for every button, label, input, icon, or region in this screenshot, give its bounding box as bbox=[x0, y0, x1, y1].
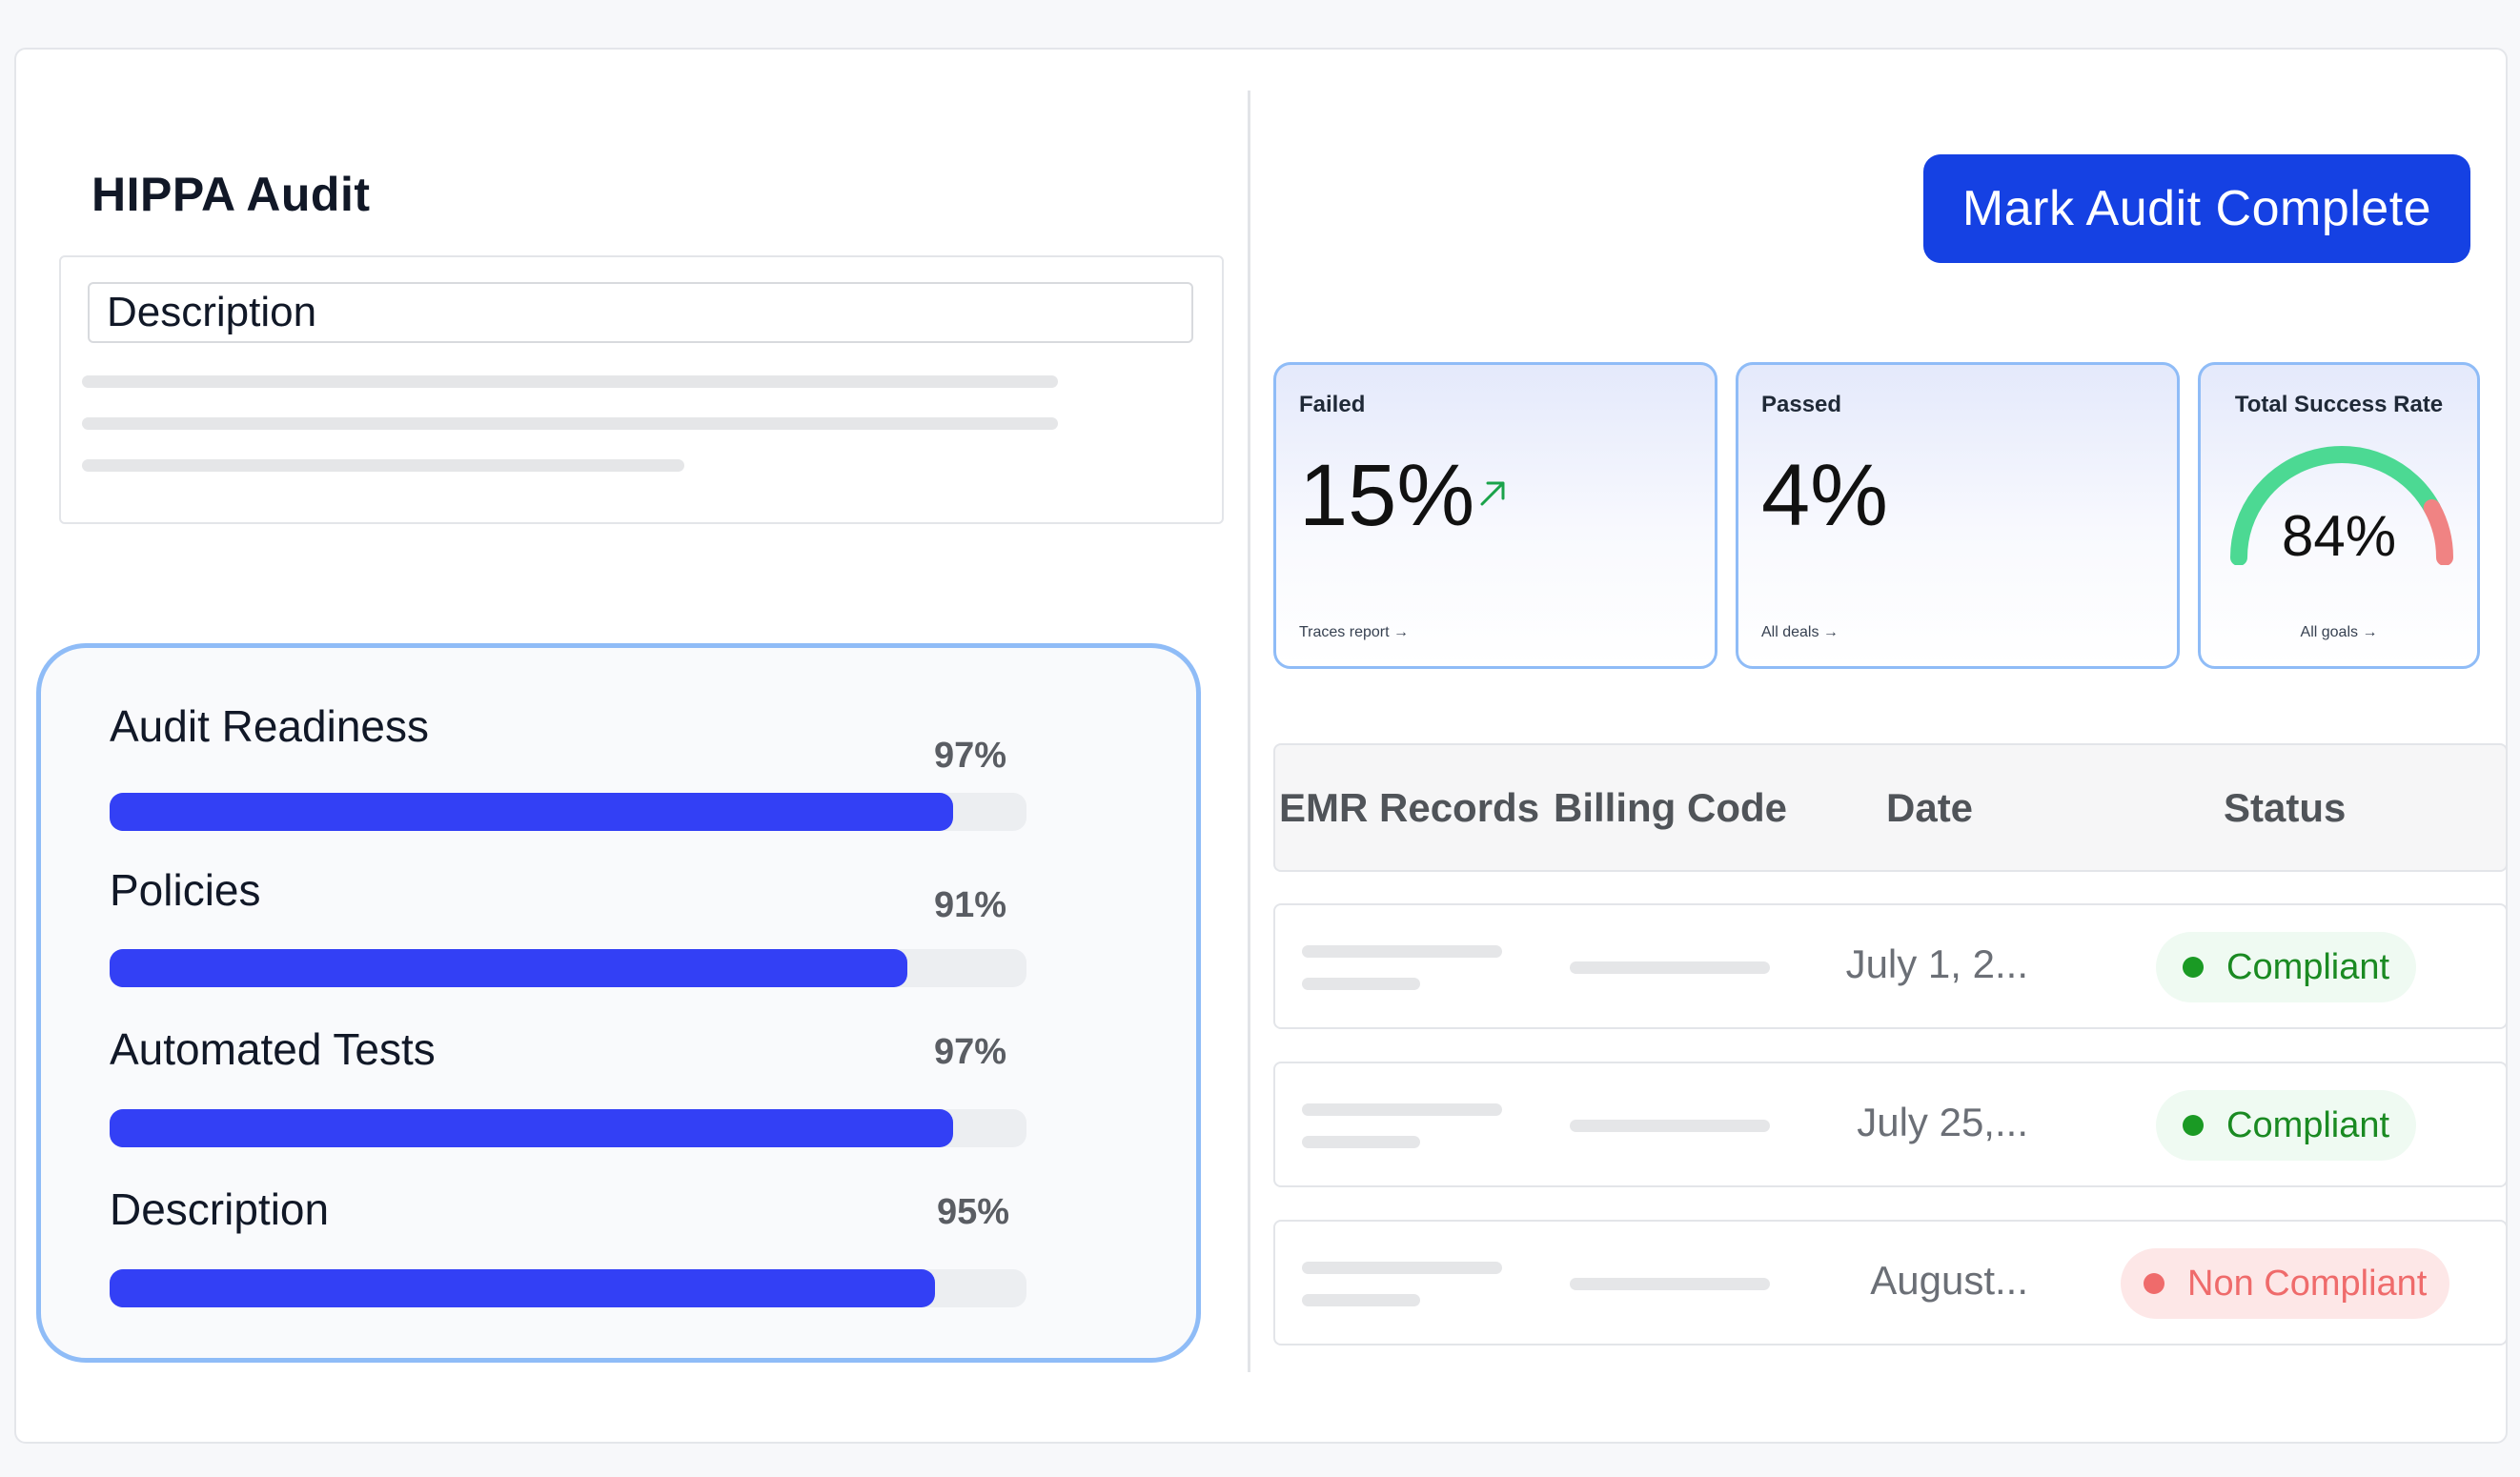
column-header-emr-records[interactable]: EMR Records bbox=[1279, 785, 1540, 830]
row-date: July 25,... bbox=[1857, 1100, 2028, 1144]
metric-value-description: 95% bbox=[937, 1192, 1010, 1232]
passed-value: 4% bbox=[1761, 447, 1888, 544]
description-card: Description bbox=[59, 255, 1224, 524]
progress-bar-description bbox=[110, 1269, 1026, 1307]
table-row[interactable]: August... Non Compliant bbox=[1273, 1220, 2508, 1345]
status-badge: Compliant bbox=[2156, 932, 2417, 1002]
status-text: Compliant bbox=[2226, 1104, 2390, 1145]
success-rate-value: 84% bbox=[2281, 504, 2397, 568]
billing-code-placeholder bbox=[1570, 961, 1770, 974]
all-goals-link[interactable]: All goals → bbox=[2300, 624, 2378, 640]
failed-stat-card[interactable]: Failed 15% Traces report → bbox=[1273, 362, 1717, 669]
status-text: Non Compliant bbox=[2187, 1263, 2428, 1304]
metric-label-audit-readiness: Audit Readiness bbox=[110, 701, 429, 751]
description-line bbox=[82, 459, 684, 472]
metric-label-policies: Policies bbox=[110, 865, 261, 915]
column-header-date[interactable]: Date bbox=[1886, 785, 1974, 830]
status-dot-icon bbox=[2183, 1115, 2204, 1136]
failed-value: 15% bbox=[1299, 447, 1475, 544]
progress-bar-audit-readiness bbox=[110, 793, 1026, 831]
emr-record-placeholder bbox=[1302, 945, 1502, 958]
status-badge: Compliant bbox=[2156, 1090, 2417, 1161]
billing-code-placeholder bbox=[1570, 1120, 1770, 1132]
table-header: EMR Records Billing Code Date Status bbox=[1273, 743, 2508, 872]
status-dot-icon bbox=[2183, 957, 2204, 978]
status-badge: Non Compliant bbox=[2121, 1248, 2450, 1319]
emr-record-placeholder bbox=[1302, 978, 1420, 990]
arrow-up-right-icon bbox=[1476, 477, 1509, 515]
description-line bbox=[82, 417, 1058, 430]
emr-record-placeholder bbox=[1302, 1294, 1420, 1306]
emr-record-placeholder bbox=[1302, 1262, 1502, 1274]
metric-value-automated-tests: 97% bbox=[934, 1032, 1007, 1072]
column-header-status[interactable]: Status bbox=[2224, 785, 2347, 830]
all-deals-link[interactable]: All deals → bbox=[1761, 624, 1839, 640]
metric-label-description: Description bbox=[110, 1184, 330, 1234]
metric-value-audit-readiness: 97% bbox=[934, 736, 1007, 776]
success-rate-card[interactable]: Total Success Rate 84% All goals → bbox=[2198, 362, 2480, 669]
progress-bar-automated-tests bbox=[110, 1109, 1026, 1147]
column-divider bbox=[1248, 91, 1250, 1372]
failed-label: Failed bbox=[1299, 392, 1366, 417]
traces-report-link[interactable]: Traces report → bbox=[1299, 624, 1409, 640]
description-field[interactable]: Description bbox=[88, 282, 1193, 343]
success-rate-gauge bbox=[2230, 446, 2453, 565]
emr-record-placeholder bbox=[1302, 1103, 1502, 1116]
page-title: HIPPA Audit bbox=[91, 168, 371, 221]
progress-bar-policies bbox=[110, 949, 1026, 987]
mark-audit-complete-button[interactable]: Mark Audit Complete bbox=[1923, 154, 2470, 263]
table-row[interactable]: July 1, 2... Compliant bbox=[1273, 903, 2508, 1029]
passed-stat-card[interactable]: Passed 4% All deals → bbox=[1736, 362, 2180, 669]
column-header-billing-code[interactable]: Billing Code bbox=[1554, 785, 1787, 830]
billing-code-placeholder bbox=[1570, 1278, 1770, 1290]
status-dot-icon bbox=[2144, 1273, 2164, 1294]
readiness-card: Audit Readiness 97% Policies 91% Automat… bbox=[36, 643, 1201, 1363]
table-row[interactable]: July 25,... Compliant bbox=[1273, 1062, 2508, 1187]
emr-record-placeholder bbox=[1302, 1136, 1420, 1148]
description-line bbox=[82, 375, 1058, 388]
metric-value-policies: 91% bbox=[934, 885, 1007, 925]
metric-label-automated-tests: Automated Tests bbox=[110, 1024, 436, 1074]
passed-label: Passed bbox=[1761, 392, 1842, 417]
row-date: July 1, 2... bbox=[1845, 941, 2028, 986]
row-date: August... bbox=[1870, 1258, 2028, 1303]
status-text: Compliant bbox=[2226, 946, 2390, 987]
success-rate-label: Total Success Rate bbox=[2234, 392, 2444, 417]
